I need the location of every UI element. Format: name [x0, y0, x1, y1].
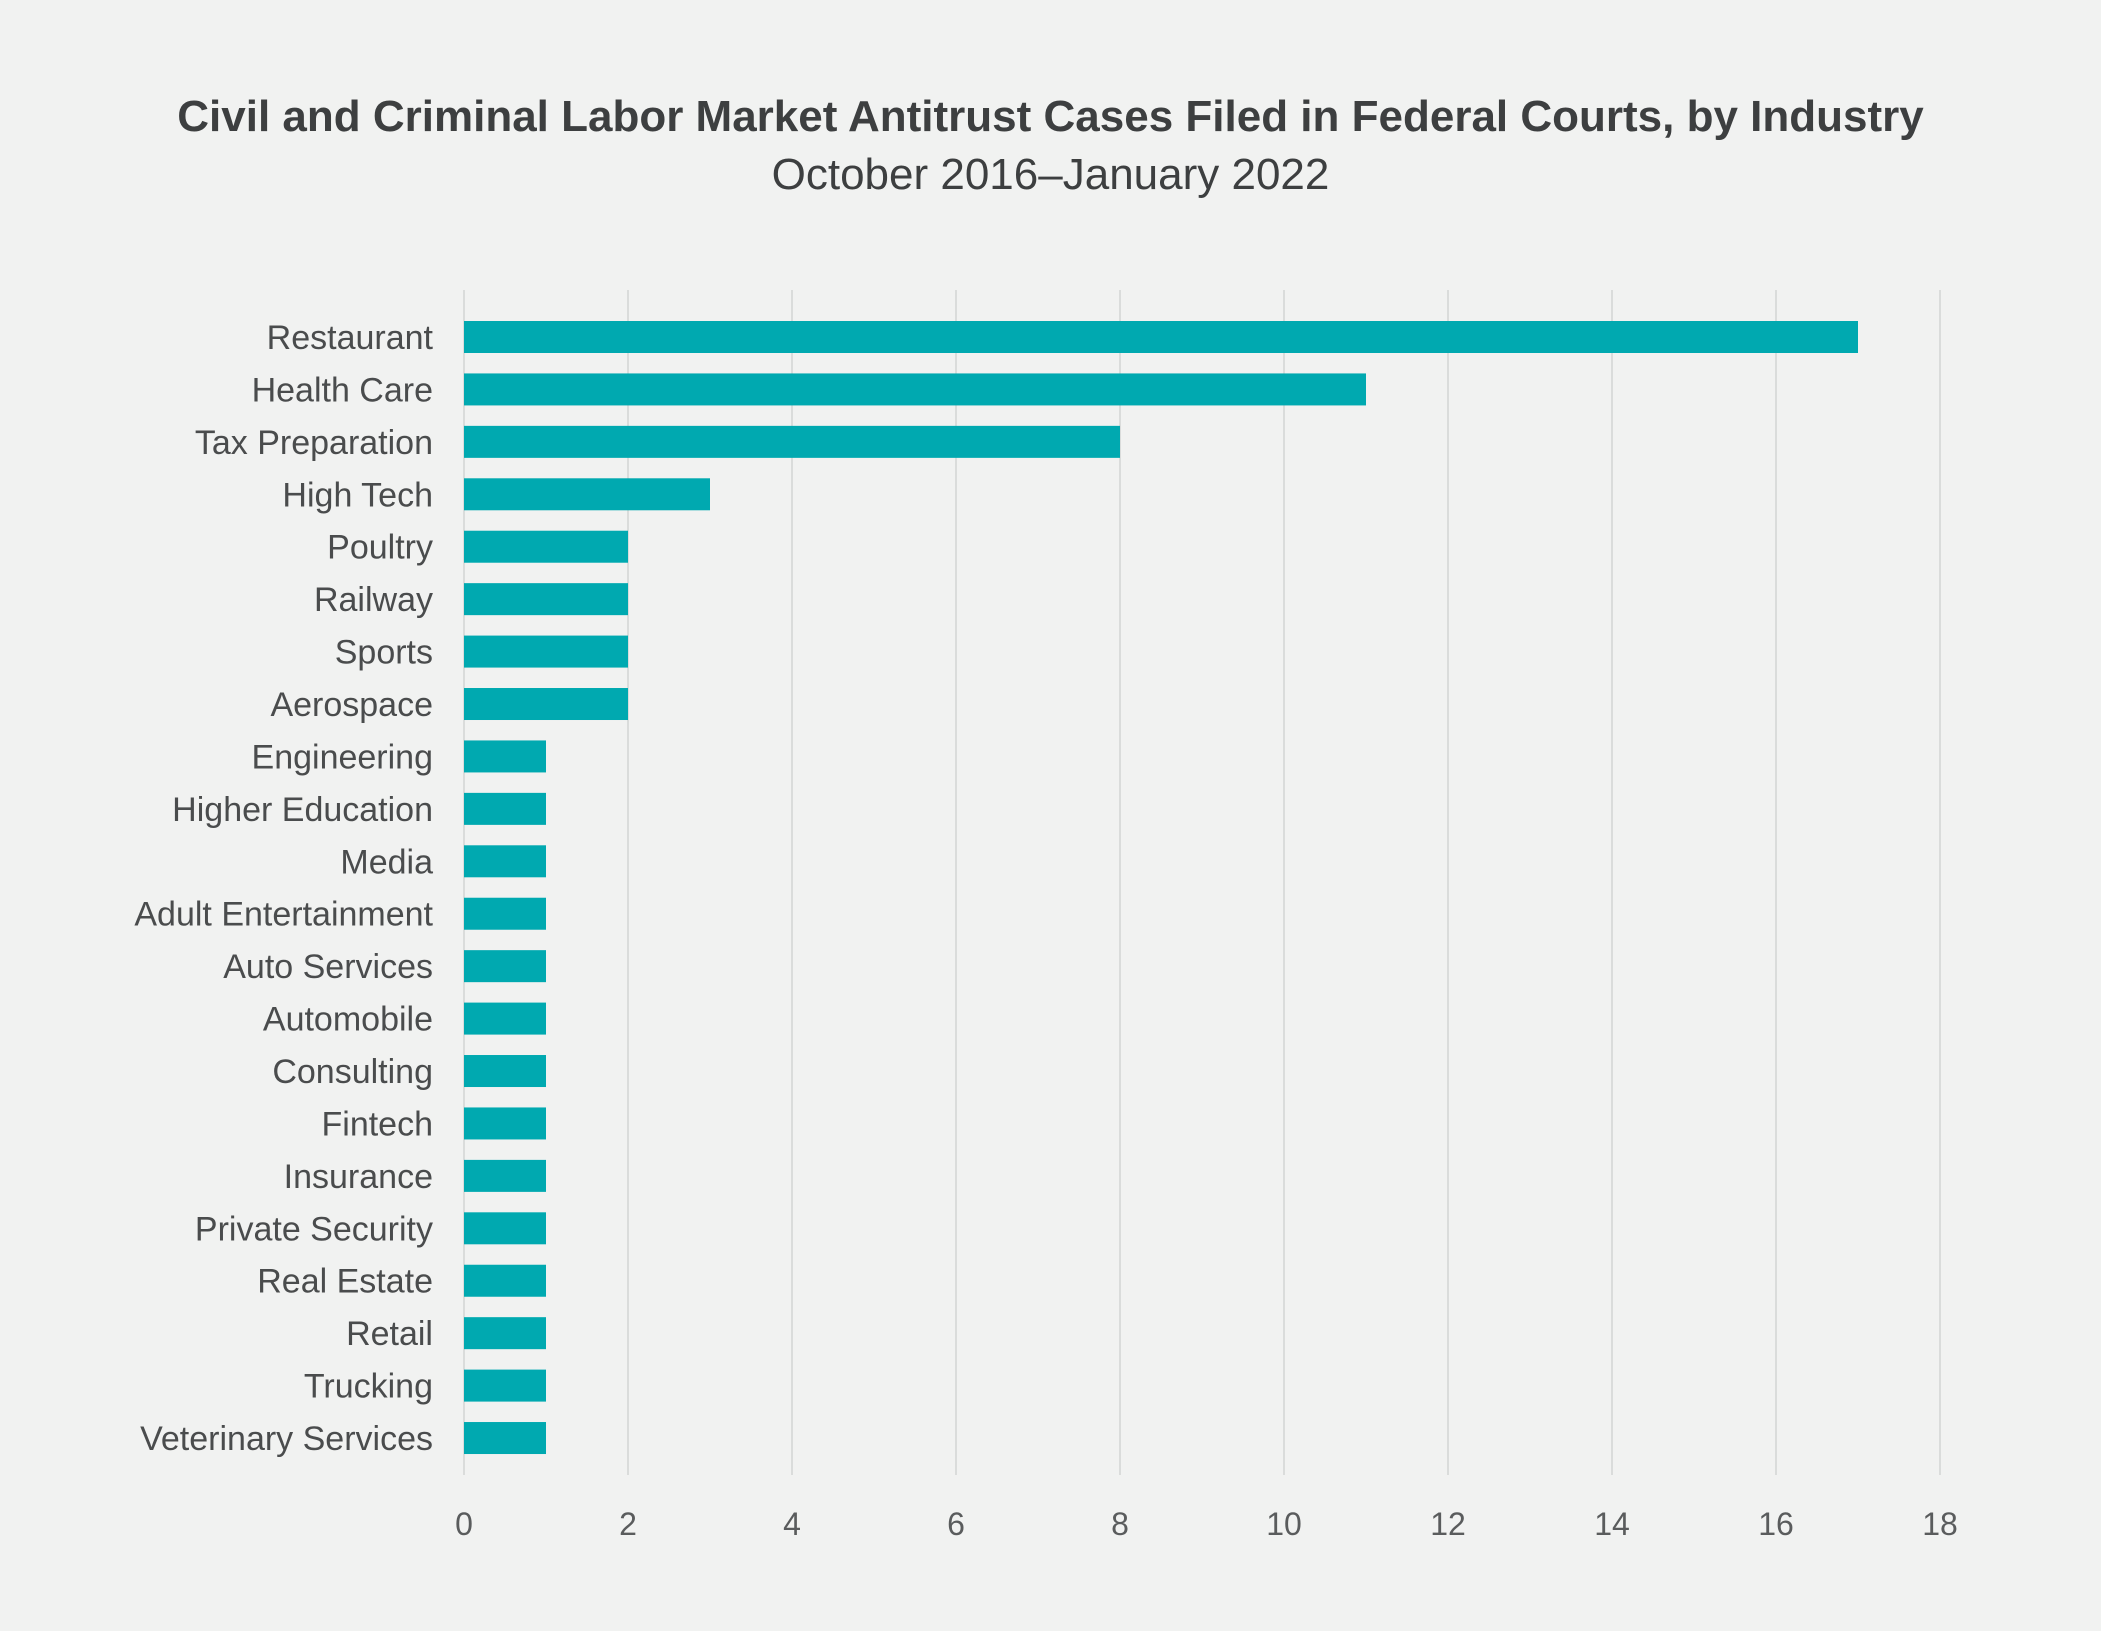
- x-tick-label-4: 4: [783, 1506, 801, 1542]
- bar-auto-services: [464, 950, 546, 983]
- x-axis-ticks: 0 2 4 6 8 10 12 14 16 18: [455, 1506, 1958, 1542]
- bar-media: [464, 845, 546, 878]
- category-label-railway: Railway: [314, 581, 433, 619]
- x-tick-label-0: 0: [455, 1506, 473, 1542]
- bar-restaurant: [464, 321, 1858, 353]
- bar-real-estate: [464, 1264, 546, 1297]
- bar-adult-entertainment: [464, 897, 546, 930]
- category-label-media: Media: [340, 843, 433, 881]
- bar-higher-education: [464, 792, 546, 825]
- chart-title: Civil and Criminal Labor Market Antitrus…: [177, 92, 1924, 141]
- bar-poultry: [464, 530, 628, 563]
- x-tick-label-2: 2: [619, 1506, 637, 1542]
- x-tick-label-8: 8: [1111, 1506, 1129, 1542]
- x-tick-label-16: 16: [1758, 1506, 1794, 1542]
- category-label-real-estate: Real Estate: [257, 1263, 433, 1301]
- bar-aerospace: [464, 688, 628, 721]
- bar-private-security: [464, 1212, 546, 1245]
- category-labels: Restaurant Health Care Tax Preparation High…: [134, 319, 433, 1458]
- category-label-private-security: Private Security: [195, 1210, 433, 1248]
- category-label-engineering: Engineering: [252, 738, 433, 776]
- category-label-adult-entertainment: Adult Entertainment: [134, 896, 433, 934]
- bar-consulting: [464, 1055, 546, 1088]
- gridlines: [463, 290, 1941, 1475]
- bar-trucking: [464, 1369, 546, 1402]
- category-label-restaurant: Restaurant: [267, 319, 434, 357]
- category-label-tax-preparation: Tax Preparation: [195, 424, 433, 462]
- bar-fintech: [464, 1107, 546, 1140]
- bars: [464, 321, 1858, 1455]
- chart-subtitle: October 2016–January 2022: [771, 150, 1330, 199]
- bar-health-care: [464, 373, 1366, 406]
- category-label-insurance: Insurance: [284, 1158, 433, 1196]
- category-label-sports: Sports: [335, 634, 433, 672]
- category-label-veterinary-services: Veterinary Services: [140, 1420, 433, 1458]
- bar-engineering: [464, 740, 546, 773]
- bar-tax-preparation: [464, 425, 1120, 458]
- category-label-poultry: Poultry: [327, 529, 433, 567]
- bar-retail: [464, 1317, 546, 1350]
- bar-veterinary-services: [464, 1422, 546, 1455]
- x-tick-label-14: 14: [1594, 1506, 1630, 1542]
- category-label-higher-education: Higher Education: [172, 791, 433, 829]
- category-label-auto-services: Auto Services: [223, 948, 433, 986]
- x-tick-label-12: 12: [1430, 1506, 1466, 1542]
- bar-high-tech: [464, 478, 710, 511]
- category-label-high-tech: High Tech: [282, 476, 433, 514]
- x-tick-label-6: 6: [947, 1506, 965, 1542]
- category-label-health-care: Health Care: [252, 371, 433, 409]
- bar-automobile: [464, 1002, 546, 1035]
- category-label-trucking: Trucking: [304, 1368, 433, 1406]
- category-label-consulting: Consulting: [272, 1053, 433, 1091]
- bar-insurance: [464, 1159, 546, 1192]
- category-label-fintech: Fintech: [322, 1105, 434, 1143]
- bar-railway: [464, 583, 628, 616]
- x-tick-label-18: 18: [1922, 1506, 1958, 1542]
- category-label-retail: Retail: [346, 1315, 433, 1353]
- category-label-automobile: Automobile: [263, 1001, 433, 1039]
- category-label-aerospace: Aerospace: [270, 686, 433, 724]
- x-tick-label-10: 10: [1266, 1506, 1302, 1542]
- bar-sports: [464, 635, 628, 668]
